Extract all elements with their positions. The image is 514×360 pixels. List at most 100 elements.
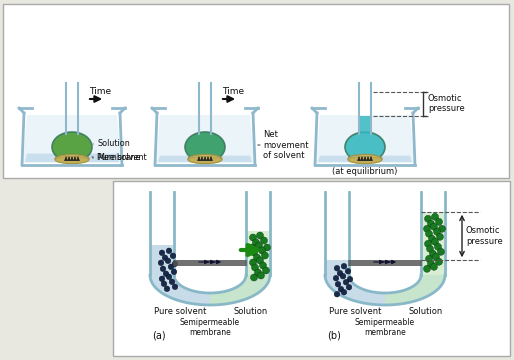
Circle shape	[253, 254, 261, 261]
Circle shape	[169, 279, 175, 285]
Text: Osmotic
pressure: Osmotic pressure	[466, 226, 503, 246]
Ellipse shape	[345, 132, 385, 162]
Text: Semipermeable
membrane: Semipermeable membrane	[180, 318, 240, 337]
Text: Pure solvent: Pure solvent	[154, 307, 207, 316]
Circle shape	[343, 279, 349, 285]
Ellipse shape	[348, 157, 382, 163]
Polygon shape	[23, 115, 121, 163]
Circle shape	[262, 252, 268, 259]
Circle shape	[263, 267, 269, 274]
Text: Solution: Solution	[409, 307, 443, 316]
Circle shape	[163, 271, 169, 276]
Circle shape	[335, 282, 341, 287]
Ellipse shape	[188, 154, 222, 163]
Polygon shape	[326, 260, 348, 275]
Polygon shape	[151, 245, 173, 275]
Circle shape	[255, 242, 263, 249]
Circle shape	[164, 286, 170, 292]
Text: (b): (b)	[327, 330, 341, 340]
Circle shape	[261, 237, 267, 244]
Text: Solution: Solution	[97, 139, 130, 148]
Ellipse shape	[188, 157, 222, 163]
Text: Time: Time	[222, 87, 244, 96]
Ellipse shape	[55, 157, 89, 163]
Circle shape	[436, 233, 444, 240]
Circle shape	[341, 264, 347, 269]
Circle shape	[434, 243, 442, 250]
Circle shape	[341, 289, 347, 295]
Circle shape	[345, 269, 351, 274]
Polygon shape	[210, 275, 270, 305]
Circle shape	[435, 218, 443, 225]
Circle shape	[426, 255, 432, 262]
Circle shape	[160, 266, 166, 271]
Bar	[3, 4, 509, 178]
Circle shape	[248, 244, 255, 251]
Circle shape	[256, 257, 264, 264]
Circle shape	[168, 264, 174, 270]
Ellipse shape	[52, 132, 92, 162]
Circle shape	[249, 259, 256, 266]
Circle shape	[430, 250, 436, 257]
Circle shape	[337, 270, 343, 276]
Circle shape	[158, 260, 164, 266]
Circle shape	[437, 248, 445, 255]
Polygon shape	[150, 275, 270, 305]
Circle shape	[334, 265, 340, 271]
Circle shape	[424, 265, 431, 272]
Circle shape	[256, 232, 264, 239]
Text: Net
movement
of solvent: Net movement of solvent	[263, 130, 308, 160]
Polygon shape	[422, 212, 444, 275]
Circle shape	[428, 260, 434, 267]
Circle shape	[250, 274, 258, 281]
Circle shape	[433, 228, 440, 235]
Polygon shape	[247, 230, 269, 275]
Text: Semipermeable
membrane: Semipermeable membrane	[355, 318, 415, 337]
Circle shape	[428, 220, 434, 227]
Circle shape	[429, 235, 435, 242]
Circle shape	[431, 238, 438, 245]
Ellipse shape	[185, 132, 225, 162]
Circle shape	[340, 273, 346, 279]
Circle shape	[170, 253, 176, 258]
Circle shape	[334, 291, 340, 297]
Circle shape	[264, 244, 270, 251]
Circle shape	[250, 249, 258, 256]
Ellipse shape	[348, 154, 382, 163]
Circle shape	[260, 262, 266, 269]
Circle shape	[172, 284, 178, 289]
Circle shape	[338, 287, 344, 292]
Circle shape	[249, 234, 256, 241]
Circle shape	[333, 275, 339, 281]
Circle shape	[438, 225, 446, 232]
Circle shape	[162, 255, 168, 261]
Circle shape	[172, 261, 178, 267]
Text: Solution: Solution	[234, 307, 268, 316]
Text: (a): (a)	[152, 330, 166, 340]
Text: Time: Time	[89, 87, 111, 96]
Circle shape	[159, 276, 165, 282]
Circle shape	[166, 248, 172, 253]
Circle shape	[431, 223, 437, 230]
Polygon shape	[158, 156, 252, 162]
Circle shape	[251, 264, 259, 271]
Circle shape	[346, 284, 352, 290]
Polygon shape	[316, 115, 414, 163]
Polygon shape	[385, 275, 445, 305]
Text: Pure solvent: Pure solvent	[97, 153, 146, 162]
Circle shape	[432, 253, 439, 260]
Circle shape	[347, 276, 353, 282]
Polygon shape	[318, 156, 412, 162]
Circle shape	[159, 250, 165, 256]
Circle shape	[259, 247, 266, 254]
Circle shape	[435, 258, 443, 265]
Circle shape	[425, 240, 431, 247]
Text: (at equilibrium): (at equilibrium)	[333, 167, 398, 176]
Circle shape	[252, 239, 260, 246]
Polygon shape	[25, 154, 119, 162]
Circle shape	[427, 245, 433, 252]
Text: Pure solvent: Pure solvent	[329, 307, 381, 316]
Text: Membrane: Membrane	[97, 153, 140, 162]
Ellipse shape	[55, 154, 89, 163]
Circle shape	[431, 263, 437, 270]
